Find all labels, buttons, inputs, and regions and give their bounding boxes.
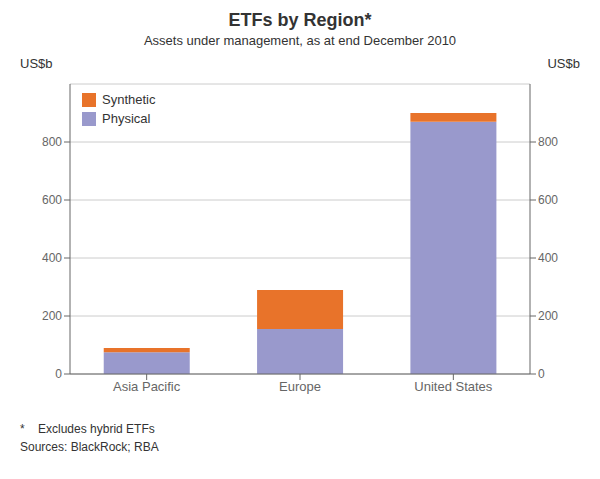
svg-text:800: 800 — [42, 135, 62, 149]
svg-text:600: 600 — [538, 193, 558, 207]
html-text:ETFs by Region*: ETFs by Region* — [228, 10, 372, 30]
svg-text:400: 400 — [42, 251, 62, 265]
html-text:* Excludes hybrid ETFs: * Excludes hybrid ETFs — [20, 422, 155, 436]
svg-text:200: 200 — [538, 309, 558, 323]
svg-text:0: 0 — [538, 367, 545, 381]
svg-text:0: 0 — [55, 367, 62, 381]
html-text:Synthetic: Synthetic — [102, 92, 156, 107]
svg-text:Europe: Europe — [279, 379, 321, 394]
svg-text:800: 800 — [538, 135, 558, 149]
svg-text:400: 400 — [538, 251, 558, 265]
svg-text:200: 200 — [42, 309, 62, 323]
svg-text:Asia Pacific: Asia Pacific — [113, 379, 181, 394]
html-text:Assets under management, as at: Assets under management, as at end Decem… — [143, 33, 457, 48]
html-text:Physical: Physical — [102, 111, 151, 126]
svg-text:600: 600 — [42, 193, 62, 207]
html-text:US$b: US$b — [20, 56, 53, 71]
html-text:Sources: BlackRock; RBA: Sources: BlackRock; RBA — [20, 440, 159, 454]
html-text:US$b: US$b — [547, 56, 580, 71]
svg-text:United States: United States — [414, 379, 493, 394]
